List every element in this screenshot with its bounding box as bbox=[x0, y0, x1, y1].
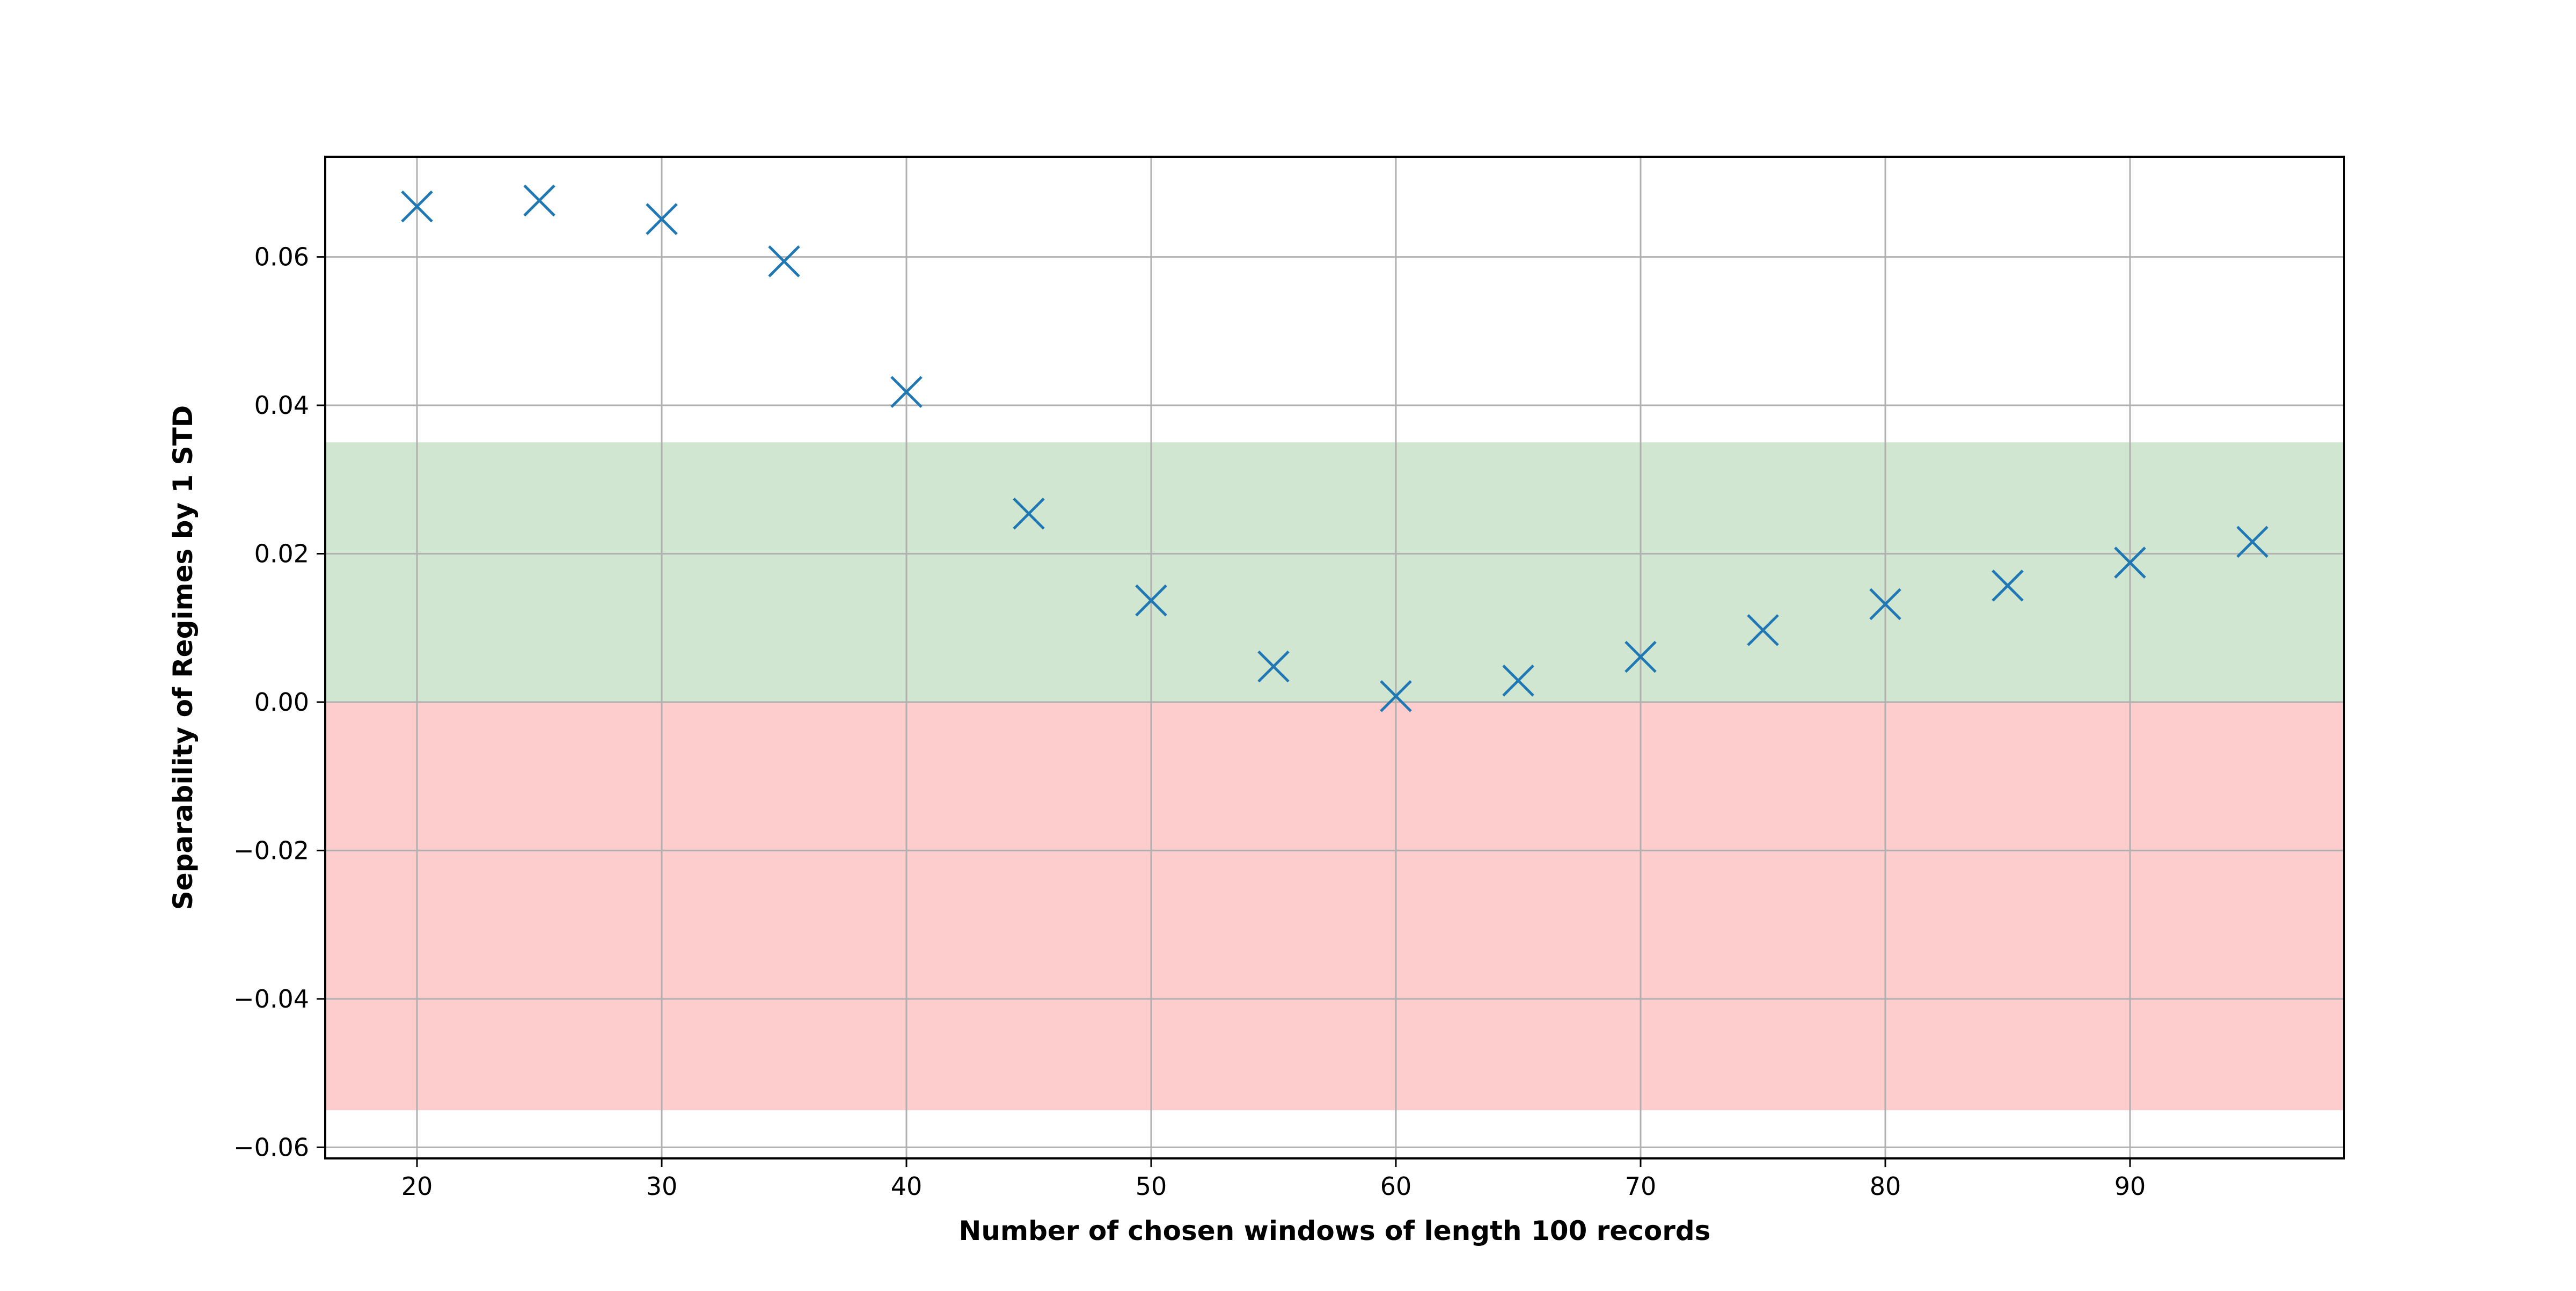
x-axis-title: Number of chosen windows of length 100 r… bbox=[959, 1215, 1711, 1246]
y-tick-label: −0.06 bbox=[233, 1133, 309, 1162]
plot-frame bbox=[324, 156, 2345, 1159]
y-tick-label: −0.02 bbox=[233, 836, 309, 865]
ticks-layer: 20 30 40 50 60 70 80 90 −0.06 −0.04 −0.02 0.00 0.02 0… bbox=[233, 243, 2146, 1201]
data-point bbox=[1502, 665, 1534, 697]
bands-layer bbox=[325, 442, 2344, 1111]
data-point bbox=[523, 184, 555, 217]
grid-layer bbox=[325, 157, 2344, 1158]
data-point bbox=[1135, 584, 1167, 617]
x-tick-label: 50 bbox=[1136, 1172, 1167, 1201]
y-tick-label: 0.06 bbox=[254, 243, 309, 272]
y-tick-label: −0.04 bbox=[233, 984, 309, 1013]
band-positive bbox=[325, 442, 2344, 702]
y-tick-label: 0.02 bbox=[254, 539, 309, 568]
marks-layer bbox=[401, 184, 2268, 712]
data-point bbox=[890, 376, 923, 408]
y-tick-label: 0.04 bbox=[254, 391, 309, 420]
band-negative bbox=[325, 702, 2344, 1111]
data-point bbox=[2236, 526, 2268, 558]
data-point bbox=[1747, 614, 1779, 646]
data-point bbox=[2114, 546, 2146, 579]
data-point bbox=[1013, 498, 1045, 530]
data-point bbox=[1257, 650, 1290, 683]
data-point bbox=[1624, 640, 1657, 673]
y-axis-title: Separability of Regimes by 1 STD bbox=[167, 405, 199, 910]
x-tick-label: 70 bbox=[1625, 1172, 1657, 1201]
x-tick-label: 20 bbox=[401, 1172, 433, 1201]
x-tick-label: 90 bbox=[2114, 1172, 2146, 1201]
data-point bbox=[1992, 570, 2024, 602]
x-tick-label: 40 bbox=[891, 1172, 923, 1201]
data-point bbox=[646, 203, 678, 235]
x-tick-label: 80 bbox=[1870, 1172, 1901, 1201]
x-tick-label: 60 bbox=[1380, 1172, 1412, 1201]
y-tick-label: 0.00 bbox=[254, 688, 309, 717]
x-tick-label: 30 bbox=[646, 1172, 678, 1201]
data-point bbox=[401, 190, 433, 223]
data-point bbox=[1869, 588, 1901, 621]
data-point bbox=[1380, 680, 1412, 712]
data-point bbox=[768, 245, 800, 278]
